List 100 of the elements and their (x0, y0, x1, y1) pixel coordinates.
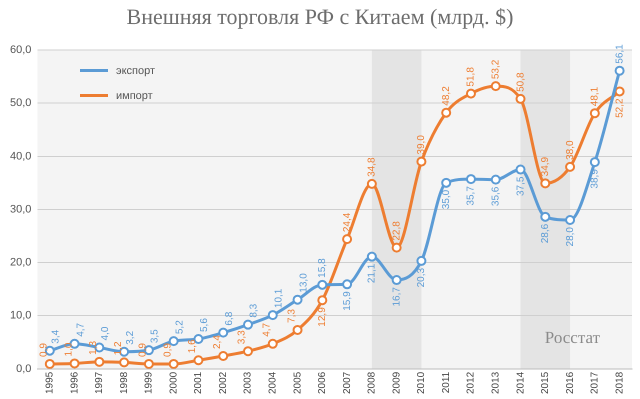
data-label: 35,7 (466, 186, 477, 206)
x-tick-label: 1999 (144, 371, 155, 394)
point (94, 356, 104, 367)
point (590, 157, 600, 168)
point (540, 178, 550, 188)
y-tick-label: 0,0 (16, 362, 32, 375)
point (342, 279, 352, 290)
point (218, 351, 228, 362)
x-tick-label: 2012 (466, 371, 477, 394)
data-label: 35,0 (440, 189, 452, 210)
x-tick-label: 2016 (564, 371, 576, 394)
point (366, 252, 377, 262)
data-label: 35,6 (490, 186, 502, 206)
data-label: 0,9 (38, 342, 50, 357)
data-label: 4,7 (75, 322, 86, 337)
legend-label: импорт (116, 90, 153, 102)
y-tick-label: 10,0 (10, 310, 32, 322)
x-tick-label: 2006 (317, 371, 328, 394)
data-label: 3,3 (236, 330, 248, 344)
point (466, 88, 476, 99)
point (490, 81, 501, 92)
point (565, 215, 576, 225)
x-tick-label: 2003 (242, 371, 254, 394)
data-label: 53,2 (490, 59, 502, 80)
data-label: 4,7 (262, 322, 273, 337)
point (242, 320, 253, 330)
data-label: 5,2 (174, 320, 186, 334)
data-label: 3,4 (50, 329, 62, 344)
x-tick-label: 2014 (515, 371, 526, 394)
data-label: 15,8 (317, 258, 328, 278)
data-label: 38,0 (564, 140, 576, 160)
y-tick-label: 30,0 (10, 203, 32, 216)
data-label: 1,2 (112, 341, 124, 356)
data-label: 1,3 (88, 340, 100, 355)
x-tick-label: 1997 (94, 371, 106, 394)
x-tick-label: 2004 (268, 371, 279, 394)
point (441, 108, 452, 118)
x-tick-label: 2009 (391, 371, 402, 394)
x-tick-label: 1998 (118, 371, 130, 394)
data-label: 48,2 (440, 86, 452, 106)
point (490, 174, 501, 185)
data-label: 34,8 (366, 156, 378, 177)
data-label: 5,6 (199, 318, 210, 332)
data-label: 12,9 (317, 306, 328, 327)
point (366, 178, 377, 189)
point (565, 162, 576, 172)
data-label: 34,9 (540, 156, 552, 176)
y-tick-label: 60,0 (10, 44, 32, 56)
data-label: 13,0 (298, 272, 310, 293)
data-label: 2,4 (212, 334, 223, 350)
point (317, 280, 328, 290)
point (441, 178, 452, 188)
x-tick-label: 1995 (44, 371, 56, 394)
y-tick-label: 50,0 (10, 97, 32, 110)
y-tick-label: 20,0 (10, 256, 32, 269)
point (392, 242, 402, 253)
y-tick-label: 40,0 (10, 150, 32, 162)
point (540, 212, 550, 222)
point (292, 324, 303, 335)
point (416, 256, 426, 266)
point (242, 346, 253, 356)
legend-label: экспорт (116, 64, 156, 76)
x-tick-label: 2018 (614, 371, 626, 394)
data-label: 52,2 (614, 98, 626, 118)
x-tick-label: 2007 (342, 371, 353, 394)
point (193, 355, 204, 366)
data-label: 39,0 (416, 134, 428, 155)
point (614, 86, 625, 96)
point (416, 156, 426, 167)
data-label: 6,8 (224, 311, 235, 326)
data-label: 0,9 (138, 342, 149, 357)
x-tick-label: 2005 (292, 371, 304, 394)
x-tick-label: 1996 (69, 371, 80, 394)
point (70, 358, 80, 368)
x-tick-label: 2000 (168, 371, 180, 394)
data-label: 8,3 (248, 303, 260, 318)
point (466, 174, 476, 184)
x-tick-label: 2001 (193, 371, 204, 394)
point (144, 358, 154, 369)
data-label: 16,7 (391, 286, 402, 307)
point (119, 357, 130, 368)
data-label: 0,9 (162, 342, 174, 357)
x-tick-label: 2010 (416, 371, 428, 394)
data-label: 15,9 (342, 290, 353, 311)
point (168, 358, 179, 369)
point (317, 295, 328, 306)
point (292, 294, 303, 305)
x-tick-label: 2008 (366, 371, 378, 394)
point (44, 358, 55, 369)
x-tick-label: 2013 (490, 371, 502, 394)
data-label: 3,2 (124, 330, 136, 345)
data-label: 7,3 (286, 308, 298, 323)
data-label: 4,0 (100, 326, 112, 341)
x-tick-label: 2015 (540, 371, 552, 394)
data-label: 28,6 (540, 223, 552, 244)
data-label: 21,1 (366, 263, 378, 284)
data-label: 20,3 (416, 267, 428, 288)
annotation: Росстат (544, 328, 600, 348)
data-label: 1,6 (187, 338, 198, 354)
data-label: 3,5 (150, 328, 161, 344)
